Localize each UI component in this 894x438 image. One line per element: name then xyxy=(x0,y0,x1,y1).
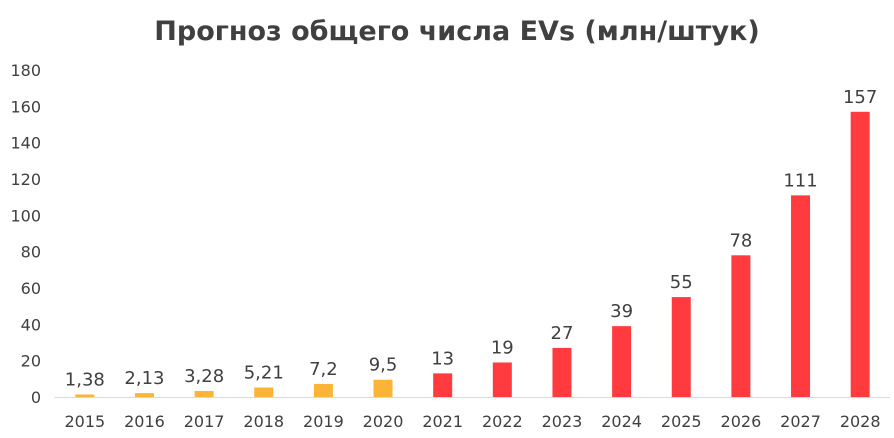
x-tick-label: 2020 xyxy=(363,412,404,431)
bar-2024 xyxy=(612,326,632,397)
x-tick-label: 2021 xyxy=(422,412,463,431)
y-tick-label: 80 xyxy=(21,243,41,262)
bar-2028 xyxy=(850,111,870,398)
y-tick-label: 160 xyxy=(10,97,41,116)
data-label-2026: 78 xyxy=(729,230,752,251)
bar-2015 xyxy=(75,394,95,397)
data-label-2028: 157 xyxy=(843,87,877,108)
data-label-2020: 9,5 xyxy=(369,355,398,376)
data-label-2015: 1,38 xyxy=(65,369,105,390)
bar-2022 xyxy=(492,362,512,397)
data-label-2021: 13 xyxy=(431,348,454,369)
x-tick-label: 2024 xyxy=(601,412,642,431)
x-tick-label: 2026 xyxy=(721,412,762,431)
x-tick-label: 2016 xyxy=(124,412,165,431)
x-tick-label: 2018 xyxy=(243,412,284,431)
y-tick-label: 140 xyxy=(10,134,41,153)
data-label-2023: 27 xyxy=(551,323,574,344)
bar-2026 xyxy=(731,255,751,397)
bar-2017 xyxy=(194,391,214,397)
data-label-2017: 3,28 xyxy=(184,366,224,387)
x-tick-label: 2017 xyxy=(184,412,225,431)
y-tick-label: 60 xyxy=(21,279,41,298)
y-axis: 0 20 40 60 80 100 120 140 160 180 xyxy=(10,61,41,407)
data-label-2022: 19 xyxy=(491,337,514,358)
data-label-2027: 111 xyxy=(783,170,817,191)
data-label-2024: 39 xyxy=(610,301,633,322)
y-tick-label: 180 xyxy=(10,61,41,80)
chart-title: Прогноз общего числа EVs (млн/штук) xyxy=(154,16,759,47)
x-axis: 2015 2016 2017 2018 2019 2020 2021 2022 2023 2024… xyxy=(64,412,880,431)
y-tick-label: 120 xyxy=(10,170,41,189)
bar-2018 xyxy=(254,387,274,397)
bar-2021 xyxy=(433,373,453,397)
data-label-2019: 7,2 xyxy=(309,359,338,380)
x-tick-label: 2022 xyxy=(482,412,523,431)
y-tick-label: 40 xyxy=(21,315,41,334)
bar-2020 xyxy=(373,379,393,397)
x-tick-label: 2015 xyxy=(64,412,105,431)
data-label-2018: 5,21 xyxy=(244,363,284,384)
data-label-2016: 2,13 xyxy=(124,368,164,389)
bar-2027 xyxy=(791,195,811,397)
bar-2019 xyxy=(313,383,333,397)
y-tick-label: 20 xyxy=(21,352,41,371)
data-label-2025: 55 xyxy=(670,272,693,293)
y-tick-label: 100 xyxy=(10,206,41,225)
x-tick-label: 2025 xyxy=(661,412,702,431)
x-tick-label: 2023 xyxy=(542,412,583,431)
bar-2025 xyxy=(671,297,691,397)
x-tick-label: 2028 xyxy=(840,412,881,431)
bar-2016 xyxy=(134,393,154,397)
y-tick-label: 0 xyxy=(31,388,41,407)
bars xyxy=(75,111,870,398)
bar-2023 xyxy=(552,347,572,397)
data-labels: 1,38 2,13 3,28 5,21 7,2 9,5 13 19 27 39 55 78 111 157 xyxy=(65,87,878,391)
x-tick-label: 2027 xyxy=(780,412,821,431)
x-tick-label: 2019 xyxy=(303,412,344,431)
